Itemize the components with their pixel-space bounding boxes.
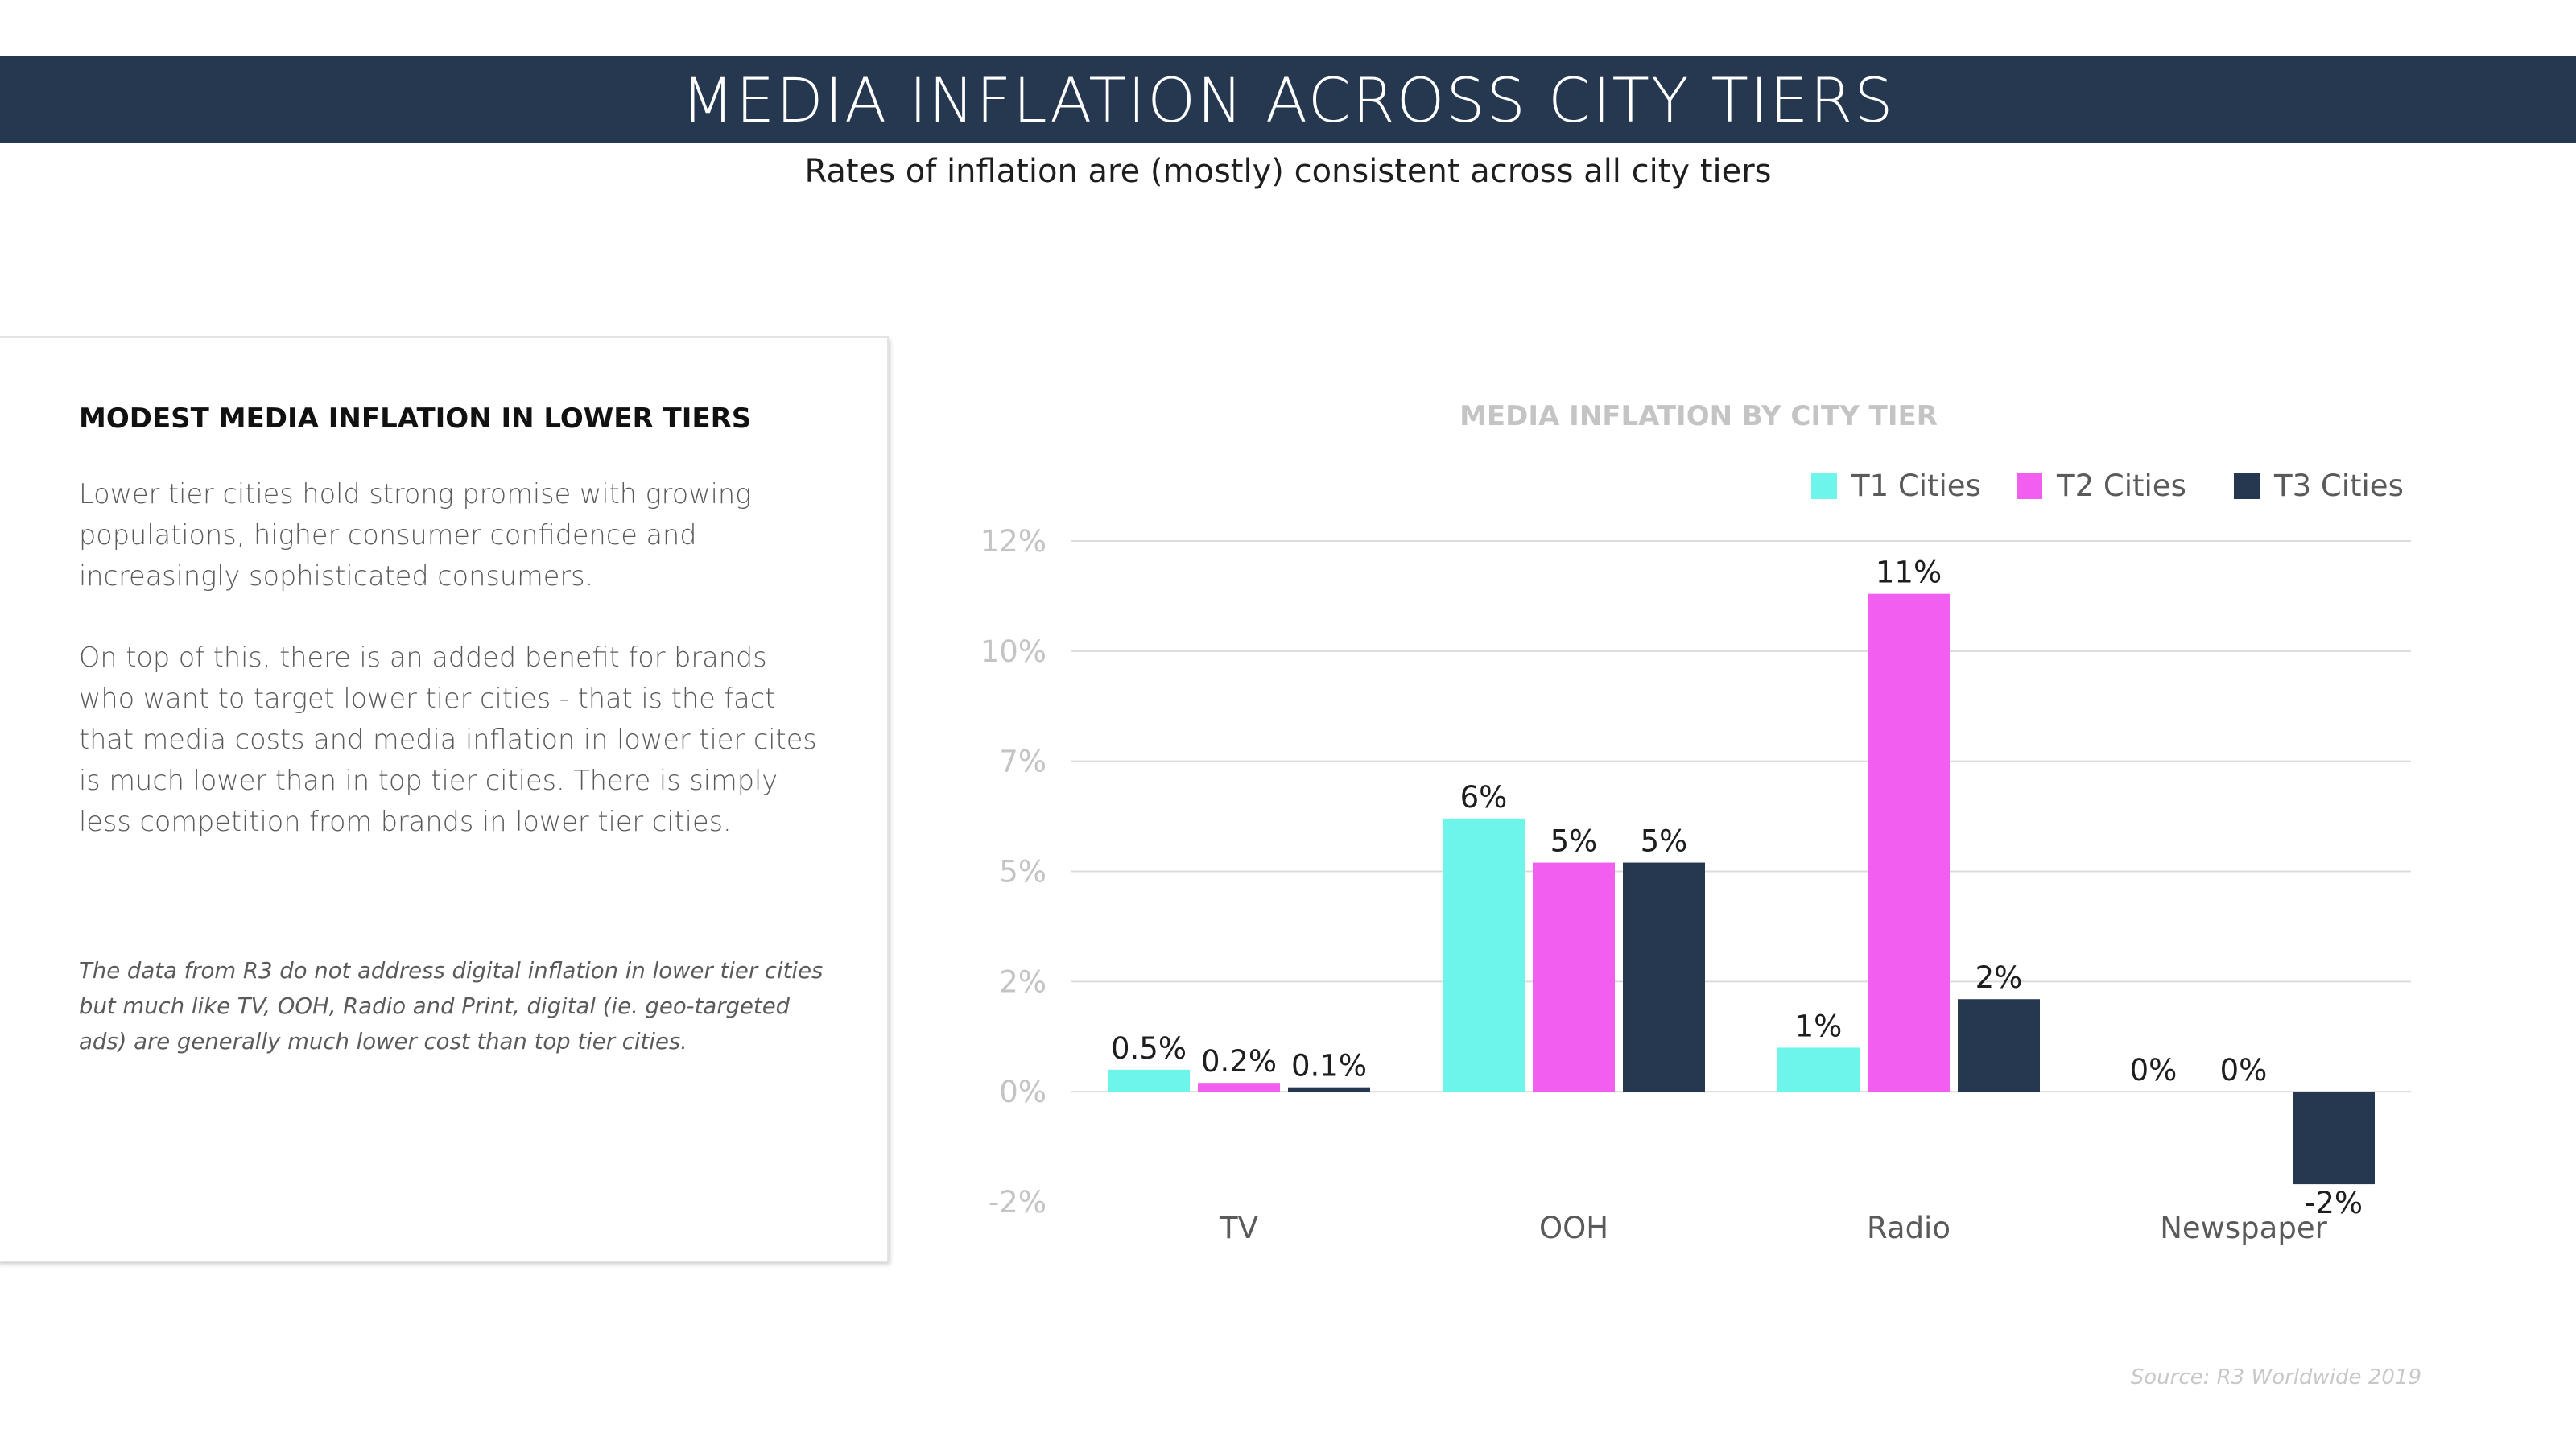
legend-label: T2 Cities (2056, 469, 2186, 503)
bar-ooh-2 (1533, 862, 1615, 1092)
panel-note: The data from R3 do not address digital … (79, 958, 824, 1055)
y-tick-label: 7% (999, 745, 1046, 779)
data-label: 0.2% (1201, 1044, 1277, 1079)
data-label: -2% (2305, 1186, 2363, 1220)
legend-swatch-2 (2017, 473, 2042, 499)
data-label: 2% (1975, 960, 2023, 995)
legend-label: T1 Cities (1851, 469, 1981, 503)
bar-ooh-3 (1623, 862, 1705, 1092)
chart-title: MEDIA INFLATION BY CITY TIER (1459, 400, 1938, 432)
data-label: 0% (2220, 1053, 2268, 1088)
bar-radio-3 (1958, 999, 2040, 1092)
data-label: 6% (1460, 780, 1508, 815)
bar-tv-1 (1108, 1069, 1190, 1092)
bar-newspaper-3 (2293, 1092, 2375, 1185)
panel-paragraph-2: On top of this, there is an added benefi… (79, 642, 817, 837)
data-label: 5% (1641, 824, 1688, 859)
data-label: 5% (1550, 824, 1598, 859)
data-label: 0% (2130, 1053, 2178, 1088)
data-label: 0.1% (1291, 1049, 1367, 1084)
x-tick-label: TV (1219, 1211, 1258, 1245)
data-label: 1% (1795, 1009, 1843, 1043)
y-tick-label: 5% (999, 855, 1046, 890)
info-panel: MODEST MEDIA INFLATION IN LOWER TIERS Lo… (0, 336, 889, 1262)
y-tick-label: 2% (999, 964, 1046, 999)
x-tick-label: OOH (1539, 1211, 1608, 1245)
panel-heading: MODEST MEDIA INFLATION IN LOWER TIERS (79, 402, 752, 435)
bar-tv-2 (1198, 1083, 1280, 1092)
legend-swatch-1 (1811, 473, 1837, 499)
y-tick-label: -2% (989, 1185, 1046, 1220)
bar-tv-3 (1288, 1087, 1370, 1092)
y-tick-label: 10% (980, 634, 1046, 669)
x-tick-label: Radio (1867, 1211, 1951, 1245)
source-note: Source: R3 Worldwide 2019 (2130, 1365, 2421, 1389)
x-tick-label: Newspaper (2160, 1211, 2327, 1245)
y-tick-label: 0% (999, 1075, 1046, 1109)
legend-swatch-3 (2234, 473, 2260, 499)
legend-label: T3 Cities (2273, 469, 2404, 503)
data-label: 0.5% (1111, 1031, 1187, 1066)
page-subtitle: Rates of inflation are (mostly) consiste… (804, 153, 1772, 190)
panel-body: Lower tier cities hold strong promise wi… (79, 473, 828, 882)
bar-radio-2 (1868, 593, 1950, 1092)
data-label: 11% (1876, 555, 1942, 590)
y-tick-label: 12% (980, 524, 1046, 559)
panel-paragraph-1: Lower tier cities hold strong promise wi… (79, 478, 752, 592)
bar-radio-1 (1777, 1047, 1860, 1092)
bar-ooh-1 (1443, 818, 1525, 1092)
title-bar: MEDIA INFLATION ACROSS CITY TIERS (0, 56, 2576, 143)
page-title: MEDIA INFLATION ACROSS CITY TIERS (681, 64, 1895, 136)
